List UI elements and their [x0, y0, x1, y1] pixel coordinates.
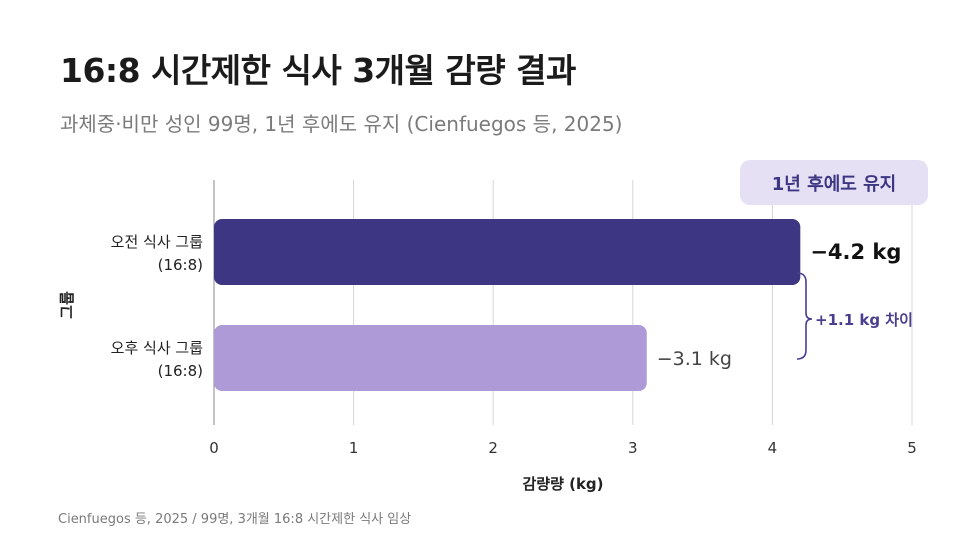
- category-label: (16:8): [158, 256, 203, 274]
- chart-title: 16:8 시간제한 식사 3개월 감량 결과: [60, 51, 576, 90]
- bar: [214, 325, 647, 391]
- category-label: 오전 식사 그룹: [111, 233, 204, 251]
- data-label: −4.2 kg: [810, 240, 901, 264]
- x-axis-title: 감량량 (kg): [522, 475, 603, 493]
- retention-badge: [740, 160, 928, 205]
- difference-bracket: [796, 272, 813, 360]
- source-footnote: Cienfuegos 등, 2025 / 99명, 3개월 16:8 시간제한 …: [58, 512, 412, 527]
- x-tick-label: 4: [768, 439, 778, 457]
- y-axis-title: 그룹: [58, 291, 76, 319]
- x-tick-label: 3: [628, 439, 638, 457]
- bar: [214, 219, 801, 285]
- data-label: −3.1 kg: [657, 348, 732, 370]
- chart-subtitle: 과체중·비만 성인 99명, 1년 후에도 유지 (Cienfuegos 등, …: [60, 112, 623, 136]
- x-tick-label: 2: [488, 439, 498, 457]
- retention-badge-text: 1년 후에도 유지: [772, 174, 896, 195]
- category-label: 오후 식사 그룹: [111, 339, 204, 357]
- category-label: (16:8): [158, 362, 203, 380]
- x-tick-label: 1: [349, 439, 359, 457]
- x-tick-label: 5: [907, 439, 917, 457]
- difference-label: +1.1 kg 차이: [815, 311, 913, 329]
- x-tick-label: 0: [209, 439, 219, 457]
